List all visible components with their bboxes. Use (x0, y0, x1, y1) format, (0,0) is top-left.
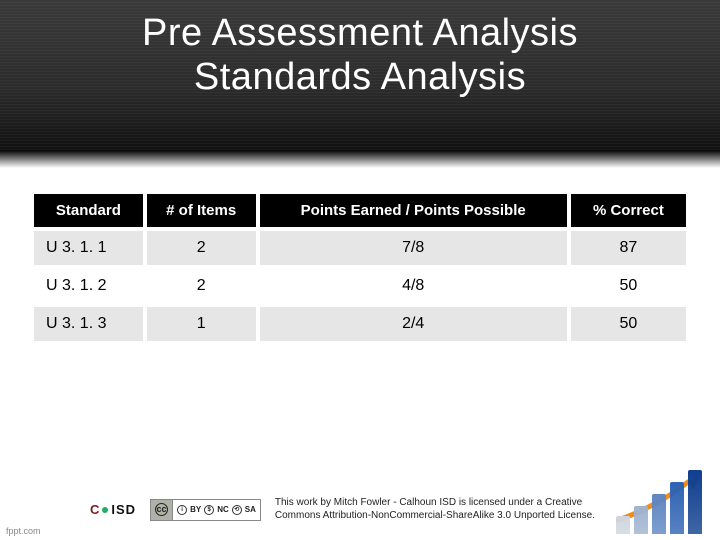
org-logo-dot-icon (102, 507, 108, 513)
col-pct: % Correct (571, 194, 686, 227)
bar (688, 470, 702, 534)
header-band: Pre Assessment Analysis Standards Analys… (0, 0, 720, 150)
bar (652, 494, 666, 534)
cell-pct: 50 (571, 307, 686, 341)
cc-sa-label: SA (245, 505, 256, 514)
cell-items: 2 (147, 231, 256, 265)
page-title: Pre Assessment Analysis Standards Analys… (0, 12, 720, 99)
bar (670, 482, 684, 534)
cell-pct: 87 (571, 231, 686, 265)
cell-pct: 50 (571, 269, 686, 303)
org-logo-rest: ISD (111, 502, 136, 517)
title-line-2: Standards Analysis (194, 56, 526, 98)
cc-nc-icon: $ (204, 505, 214, 515)
cell-standard: U 3. 1. 3 (34, 307, 143, 341)
table-row: U 3. 1. 1 2 7/8 87 (34, 231, 686, 265)
cell-standard: U 3. 1. 1 (34, 231, 143, 265)
corner-bar-chart-icon (610, 464, 710, 534)
org-logo-c: C (90, 502, 99, 517)
bar (634, 506, 648, 534)
col-items: # of Items (147, 194, 256, 227)
license-text: This work by Mitch Fowler - Calhoun ISD … (275, 497, 605, 522)
col-points: Points Earned / Points Possible (260, 194, 567, 227)
table-row: U 3. 1. 2 2 4/8 50 (34, 269, 686, 303)
title-line-1: Pre Assessment Analysis (142, 12, 578, 54)
watermark: fppt.com (6, 526, 41, 536)
cc-nc-label: NC (217, 505, 229, 514)
cc-badge: cc i BY $ NC ⟲ SA (150, 499, 261, 521)
cc-icon: cc (151, 500, 173, 520)
table-row: U 3. 1. 3 1 2/4 50 (34, 307, 686, 341)
cell-points: 4/8 (260, 269, 567, 303)
cc-sa-icon: ⟲ (232, 505, 242, 515)
cell-points: 2/4 (260, 307, 567, 341)
cell-standard: U 3. 1. 2 (34, 269, 143, 303)
cell-items: 1 (147, 307, 256, 341)
org-logo: C ISD (90, 502, 136, 517)
cell-items: 2 (147, 269, 256, 303)
cc-by-label: BY (190, 505, 201, 514)
col-standard: Standard (34, 194, 143, 227)
content-area: Standard # of Items Points Earned / Poin… (0, 150, 720, 345)
cc-terms: i BY $ NC ⟲ SA (173, 500, 260, 520)
cc-by-icon: i (177, 505, 187, 515)
table-header-row: Standard # of Items Points Earned / Poin… (34, 194, 686, 227)
bar (616, 516, 630, 534)
standards-table: Standard # of Items Points Earned / Poin… (30, 190, 690, 345)
cell-points: 7/8 (260, 231, 567, 265)
